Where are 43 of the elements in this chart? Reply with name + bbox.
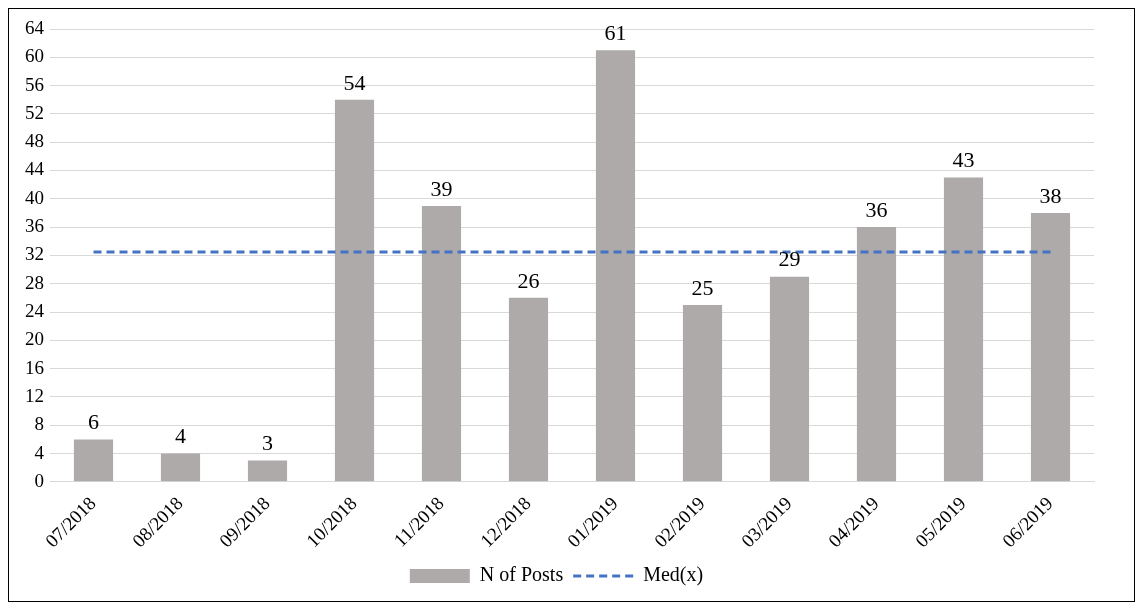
- y-tick-label: 60: [25, 45, 44, 67]
- data-label: 43: [952, 147, 975, 173]
- data-label: 6: [88, 409, 99, 435]
- y-tick-label: 44: [25, 158, 45, 180]
- data-label: 36: [865, 196, 888, 222]
- y-tick-label: 64: [25, 16, 45, 38]
- bar: [247, 460, 288, 482]
- y-tick-label: 56: [25, 73, 44, 95]
- y-tick-label: 36: [25, 215, 44, 237]
- y-tick-label: 20: [25, 328, 44, 350]
- bar: [421, 205, 462, 482]
- y-tick-label: 16: [25, 356, 44, 378]
- bar: [769, 276, 810, 482]
- bar: [1030, 212, 1071, 482]
- bar: [856, 227, 897, 482]
- y-tick-label: 32: [25, 243, 44, 265]
- bar: [73, 439, 114, 482]
- legend-label: Med(x): [643, 563, 704, 587]
- data-label: 54: [343, 69, 366, 95]
- y-tick-label: 24: [25, 300, 45, 322]
- y-tick-label: 28: [25, 271, 44, 293]
- bar: [160, 453, 201, 482]
- data-label: 4: [175, 423, 186, 449]
- bar: [682, 304, 723, 482]
- y-tick-label: 52: [25, 101, 44, 123]
- bar: [508, 297, 549, 482]
- bar: [334, 99, 375, 482]
- data-label: 3: [262, 430, 273, 456]
- y-tick-label: 48: [25, 130, 44, 152]
- y-tick-label: 8: [34, 413, 44, 435]
- data-label: 39: [430, 175, 453, 201]
- legend-label: N of Posts: [479, 563, 564, 586]
- y-tick-label: 0: [34, 469, 44, 491]
- data-label: 29: [778, 246, 801, 272]
- data-label: 38: [1039, 182, 1062, 208]
- y-tick-label: 40: [25, 186, 44, 208]
- data-label: 25: [691, 274, 714, 300]
- y-tick-label: 4: [34, 441, 45, 463]
- data-label: 26: [517, 267, 540, 293]
- y-tick-label: 12: [25, 384, 44, 406]
- bar: [595, 50, 636, 482]
- bar: [943, 177, 984, 482]
- data-label: 61: [604, 20, 627, 46]
